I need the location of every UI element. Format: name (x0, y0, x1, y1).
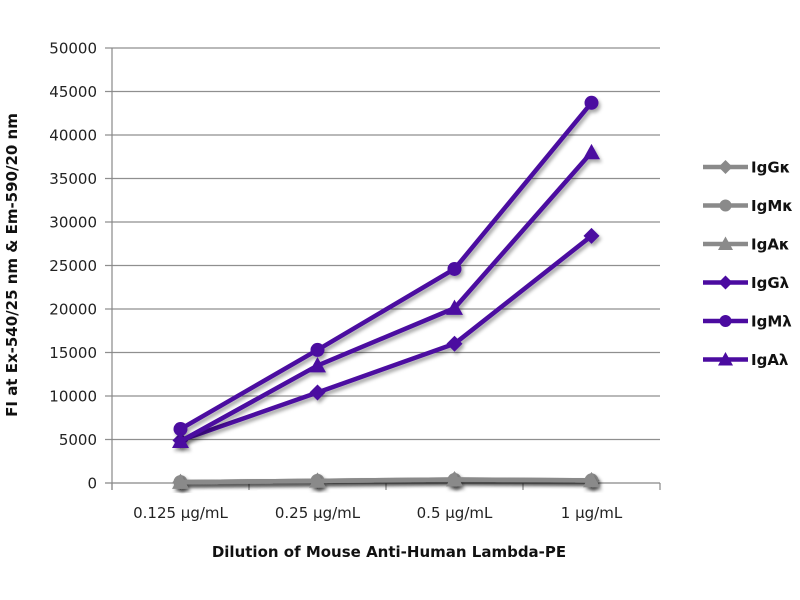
legend-marker-triangle-icon (718, 352, 733, 366)
data-point (310, 342, 325, 357)
data-point (583, 471, 600, 488)
y-tick-label: 45000 (49, 83, 97, 101)
x-tick-label: 0.25 µg/mL (275, 504, 361, 522)
legend-item: IgGκ (703, 159, 790, 177)
data-point (447, 261, 462, 276)
series-IgAλ (172, 143, 600, 449)
data-point (446, 299, 463, 315)
data-point (309, 384, 326, 401)
legend-label: IgAλ (751, 351, 789, 369)
data-point (172, 473, 189, 489)
legend-marker-triangle-icon (718, 236, 733, 250)
data-point (583, 143, 600, 160)
data-point (309, 357, 326, 373)
x-tick-label: 0.5 µg/mL (417, 504, 493, 522)
y-tick-label: 5000 (59, 431, 97, 449)
data-point (446, 335, 463, 352)
data-point (309, 472, 326, 488)
data-point (584, 95, 599, 110)
series-IgAκ (172, 471, 600, 489)
legend-item: IgAλ (703, 351, 789, 369)
y-tick-label: 15000 (49, 344, 97, 362)
series-group (172, 95, 600, 491)
legend-item: IgAκ (703, 236, 790, 254)
series-line (180, 477, 592, 485)
y-tick-label: 0 (87, 475, 97, 493)
series-line (179, 101, 594, 432)
legend-label: IgAκ (751, 236, 790, 254)
gridlines (105, 47, 660, 484)
legend-label: IgGλ (751, 274, 790, 292)
data-point (446, 471, 463, 487)
x-axis-title: Dilution of Mouse Anti-Human Lambda-PE (212, 543, 566, 561)
legend-marker-diamond-icon (718, 160, 733, 174)
y-tick-label: 10000 (49, 388, 97, 406)
legend-item: IgMκ (703, 197, 793, 215)
y-tick-label: 20000 (49, 301, 97, 319)
y-tick-label: 35000 (49, 170, 97, 188)
series-line (179, 234, 593, 443)
y-tick-label: 50000 (49, 40, 97, 58)
y-tick-label: 40000 (49, 127, 97, 145)
data-point (172, 432, 189, 449)
y-tick-label: 30000 (49, 214, 97, 232)
legend-item: IgGλ (703, 274, 790, 292)
legend-label: IgMκ (751, 197, 793, 215)
x-tick-label: 1 µg/mL (561, 504, 623, 522)
legend-marker-diamond-icon (718, 275, 733, 290)
y-tick-label: 25000 (49, 257, 97, 275)
legend-label: IgGκ (751, 159, 790, 177)
x-tick-label: 0.125 µg/mL (133, 504, 228, 522)
series-IgGλ (172, 227, 600, 449)
axes (111, 48, 661, 490)
data-point (583, 227, 600, 244)
data-point (173, 422, 188, 437)
y-axis-title: FI at Ex-540/25 nm & Em-590/20 nm (3, 113, 21, 417)
legend-label: IgMλ (751, 313, 792, 331)
series-line (179, 150, 594, 444)
series-IgMλ (173, 95, 599, 437)
legend-item: IgMλ (703, 313, 792, 331)
legend: IgGκ IgMκ IgAκ IgGλ IgMλ IgAλ (703, 159, 793, 369)
x-tick-labels: 0.125 µg/mL 0.25 µg/mL 0.5 µg/mL 1 µg/mL (133, 504, 623, 522)
legend-marker-circle-icon (719, 315, 732, 327)
legend-marker-circle-icon (719, 199, 732, 212)
y-tick-labels: 0 5000 10000 15000 20000 25000 30000 35000 40000… (49, 40, 97, 493)
